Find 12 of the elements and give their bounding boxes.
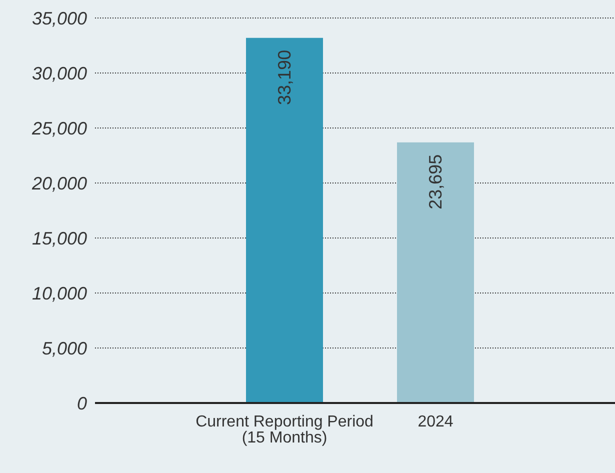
y-tick-label: 30,000 — [32, 63, 87, 84]
y-tick-label: 5,000 — [42, 338, 87, 358]
x-tick-label: Current Reporting Period (15 Months) — [196, 413, 374, 446]
y-tick-label: 20,000 — [30, 173, 87, 194]
y-tick-label: 35,000 — [32, 8, 87, 28]
y-tick-label: 15,000 — [32, 228, 87, 248]
x-tick-label: 2024 — [418, 413, 454, 430]
data-label: 23,695 — [426, 154, 446, 210]
y-tick-label: 10,000 — [32, 283, 87, 304]
data-label: 33,190 — [274, 50, 294, 105]
y-tick-label: 25,000 — [30, 118, 87, 138]
y-tick-label: 0 — [76, 393, 87, 414]
